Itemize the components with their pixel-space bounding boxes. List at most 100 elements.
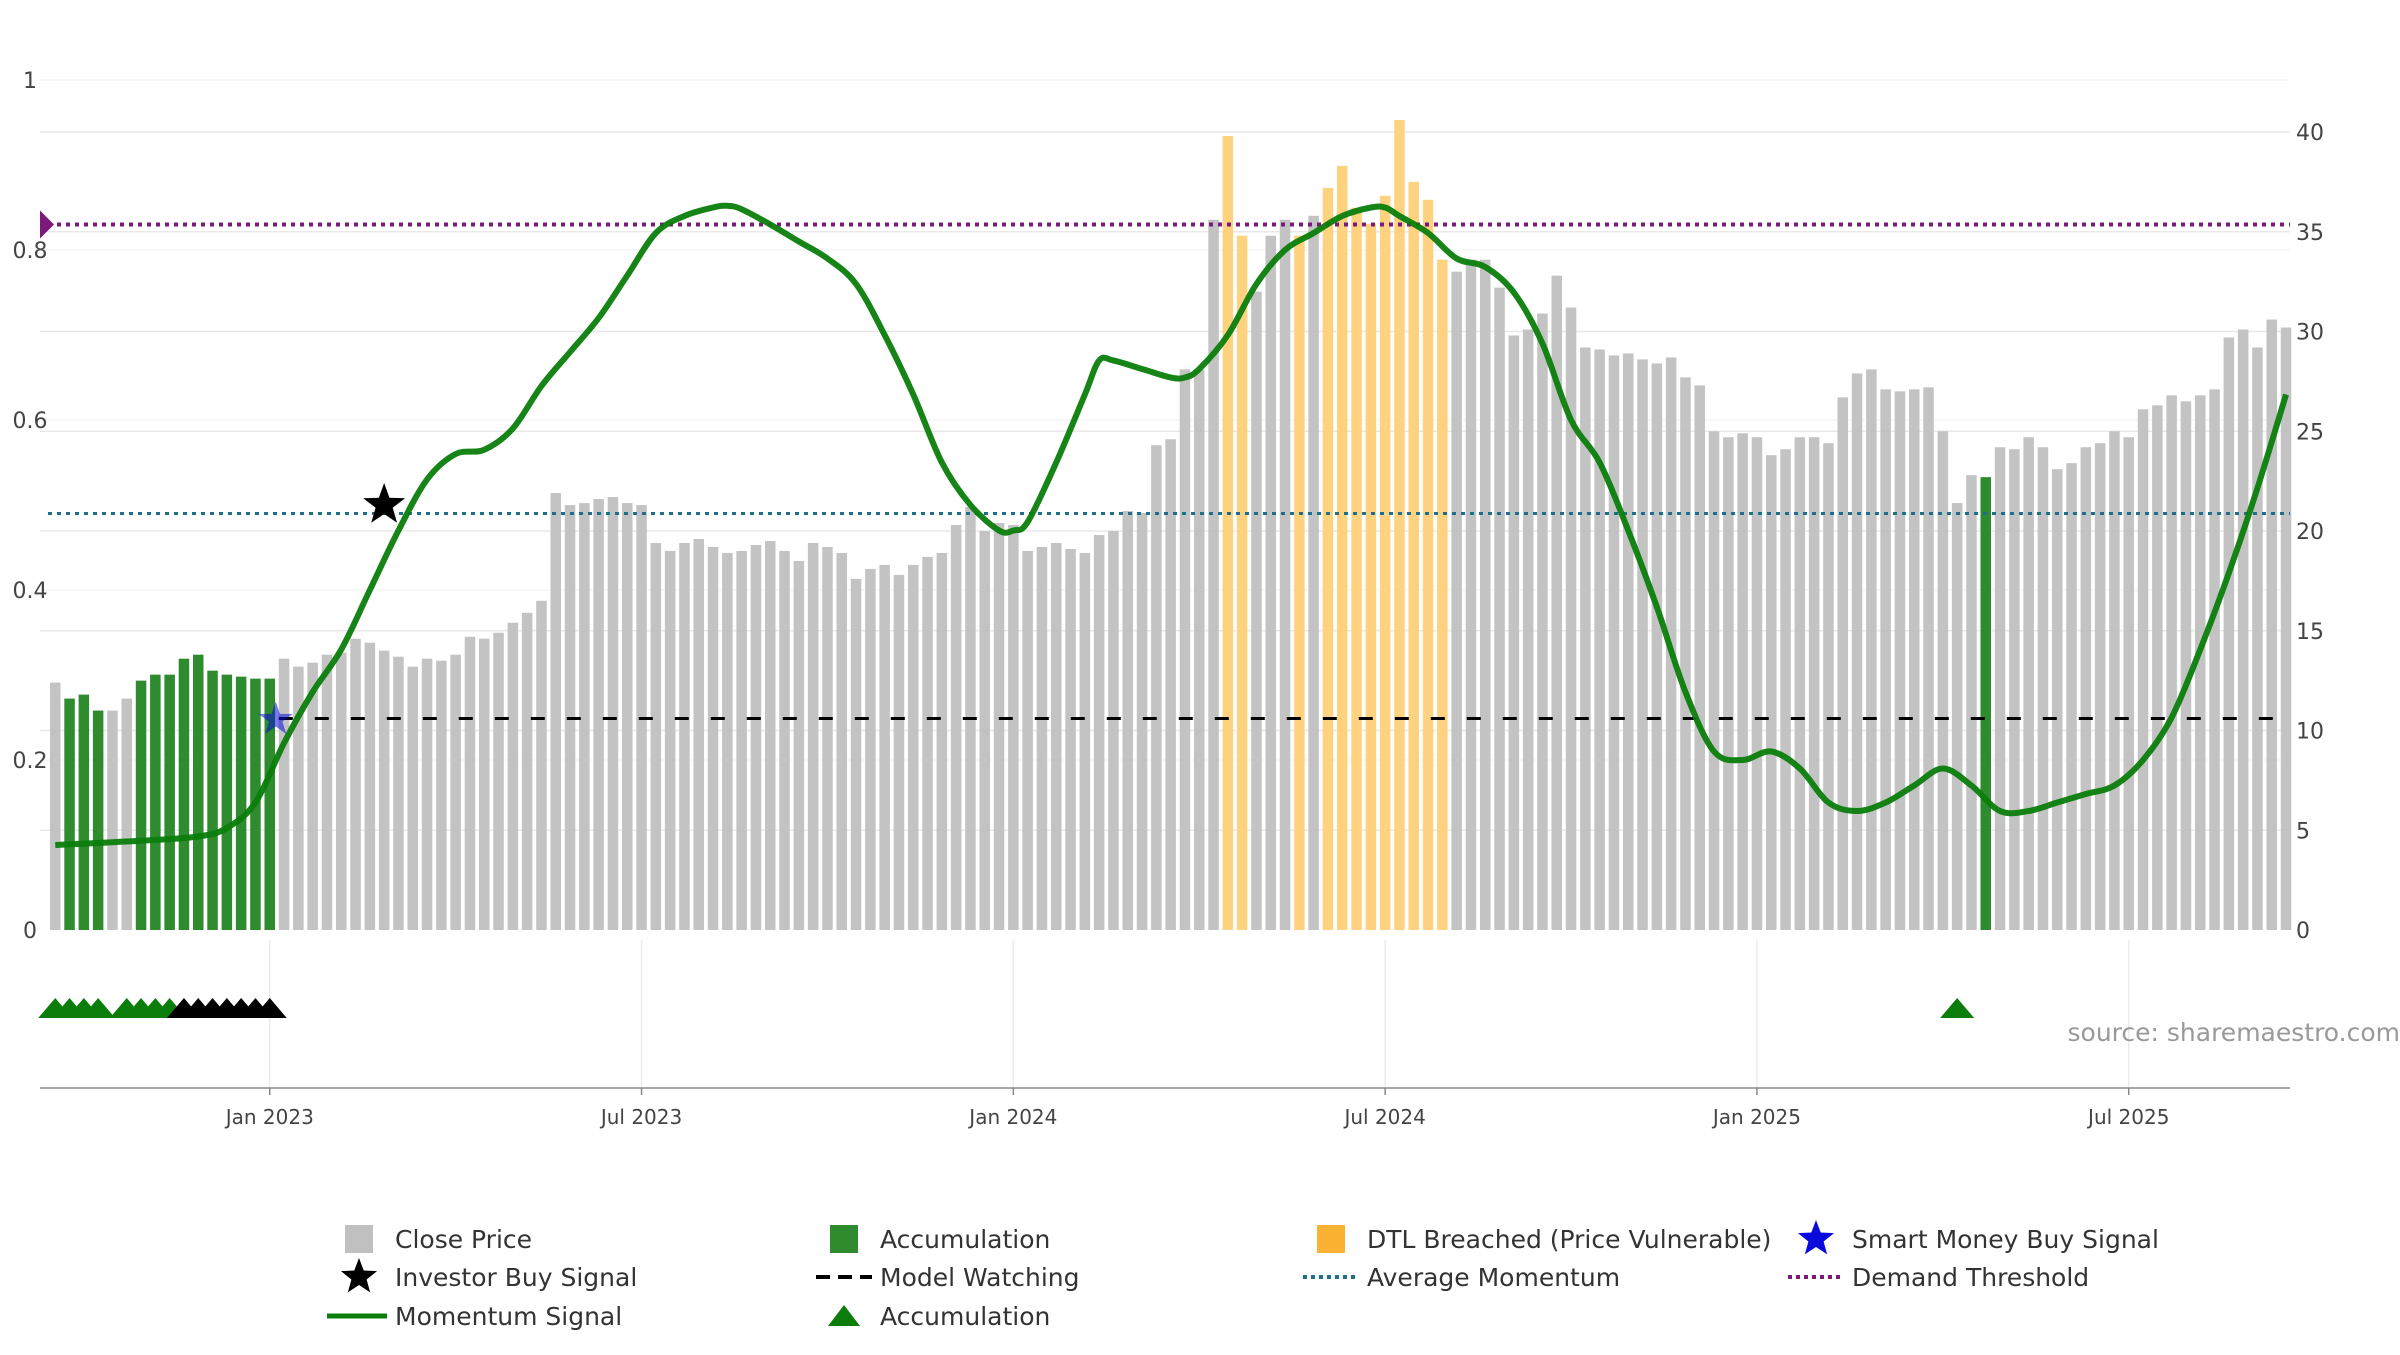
left-axis-tick-label: 1 bbox=[23, 69, 37, 94]
close-price-bar bbox=[1094, 535, 1105, 930]
accumulation-triangle bbox=[1940, 998, 1974, 1018]
close-price-bar bbox=[1494, 288, 1505, 930]
close-price-bar bbox=[1266, 236, 1277, 930]
dtl-breached-bar bbox=[1409, 182, 1420, 930]
accumulation-bar bbox=[93, 711, 104, 930]
accumulation-bar bbox=[136, 681, 147, 930]
close-price-bar bbox=[2252, 347, 2263, 930]
close-price-bar bbox=[2038, 447, 2049, 930]
close-price-bar bbox=[1723, 437, 1734, 930]
x-axis-tick-label: Jul 2023 bbox=[599, 1105, 682, 1129]
dtl-breached-bar bbox=[1423, 200, 1434, 930]
close-price-bar bbox=[450, 655, 461, 930]
close-price-bar bbox=[2166, 395, 2177, 930]
close-price-bar bbox=[1008, 525, 1019, 930]
close-price-bar bbox=[2281, 328, 2292, 930]
close-price-bar bbox=[1051, 543, 1062, 930]
close-price-bar bbox=[765, 541, 776, 930]
legend-item-accum_bar: Accumulation bbox=[830, 1225, 1050, 1254]
close-price-bar bbox=[922, 557, 933, 930]
close-price-bar bbox=[1194, 369, 1205, 930]
close-price-bar bbox=[2181, 401, 2192, 930]
accumulation-bar bbox=[179, 659, 190, 930]
accumulation-bar bbox=[236, 677, 247, 930]
close-price-bar bbox=[1566, 308, 1577, 930]
close-price-bar bbox=[2009, 449, 2020, 930]
close-price-bar bbox=[1308, 216, 1319, 930]
close-price-bar bbox=[622, 503, 633, 930]
accumulation-bar bbox=[193, 655, 204, 930]
dtl-breached-bar bbox=[1323, 188, 1334, 930]
legend-label: Investor Buy Signal bbox=[395, 1263, 637, 1292]
close-price-bar bbox=[779, 551, 790, 930]
close-price-bar bbox=[822, 547, 833, 930]
accumulation-bar bbox=[222, 675, 233, 930]
close-price-bar bbox=[322, 655, 333, 930]
close-price-bar bbox=[493, 633, 504, 930]
close-price-bar bbox=[1852, 373, 1863, 930]
x-axis-tick-label: Jul 2024 bbox=[1342, 1105, 1425, 1129]
close-price-bar bbox=[579, 503, 590, 930]
legend-label: Close Price bbox=[395, 1225, 532, 1254]
close-price-bar bbox=[1280, 220, 1291, 930]
dtl-breached-bar bbox=[1380, 196, 1391, 930]
close-price-bar bbox=[479, 639, 490, 930]
close-price-bar bbox=[1108, 531, 1119, 930]
close-price-bar bbox=[1895, 391, 1906, 930]
close-price-bar bbox=[2209, 389, 2220, 930]
left-axis-tick-label: 0.2 bbox=[13, 749, 48, 774]
close-price-bar bbox=[393, 657, 404, 930]
close-price-bar bbox=[593, 499, 604, 930]
legend-item-close: Close Price bbox=[345, 1225, 532, 1254]
legend-item-momentum: Momentum Signal bbox=[327, 1302, 622, 1331]
close-price-bar bbox=[1594, 349, 1605, 930]
close-price-bar bbox=[694, 539, 705, 930]
close-price-bar bbox=[508, 623, 518, 930]
close-price-bar bbox=[1609, 355, 1620, 930]
close-price-bar bbox=[1966, 475, 1977, 930]
close-price-bar bbox=[279, 659, 290, 930]
legend-item-avg: Average Momentum bbox=[1303, 1263, 1620, 1292]
close-price-bar bbox=[1065, 549, 1076, 930]
close-price-bar bbox=[608, 497, 619, 930]
left-axis-tick-label: 0.4 bbox=[13, 579, 48, 604]
legend-triangle-accumulation bbox=[828, 1305, 860, 1326]
close-price-bar bbox=[408, 667, 419, 930]
dtl-breached-bar bbox=[1437, 260, 1448, 930]
close-price-bar bbox=[1880, 389, 1891, 930]
x-axis-tick-label: Jan 2024 bbox=[967, 1105, 1057, 1129]
close-price-bar bbox=[336, 653, 347, 930]
close-price-bar bbox=[379, 651, 390, 930]
close-price-bar bbox=[1123, 511, 1134, 930]
close-price-bar bbox=[1752, 437, 1763, 930]
x-axis-tick-label: Jan 2023 bbox=[224, 1105, 314, 1129]
close-price-bar bbox=[837, 553, 848, 930]
close-price-bar bbox=[365, 643, 376, 930]
close-price-bar bbox=[1451, 272, 1462, 930]
close-price-bar bbox=[122, 699, 133, 930]
accumulation-bar bbox=[207, 671, 218, 930]
close-price-bar bbox=[2267, 320, 2278, 930]
close-price-bar bbox=[350, 639, 361, 930]
close-price-bar bbox=[1509, 335, 1520, 930]
close-price-bar bbox=[937, 553, 948, 930]
close-price-bar bbox=[1809, 437, 1820, 930]
close-price-bar bbox=[851, 579, 862, 930]
legend-label: Momentum Signal bbox=[395, 1302, 622, 1331]
investor-buy-signal-marker bbox=[363, 483, 405, 523]
close-price-bar bbox=[1737, 433, 1748, 930]
right-axis-tick-label: 25 bbox=[2296, 420, 2324, 445]
left-axis-tick-label: 0 bbox=[23, 919, 37, 944]
close-price-bar bbox=[2138, 409, 2149, 930]
accumulation-bar bbox=[164, 675, 175, 930]
right-axis-tick-label: 35 bbox=[2296, 221, 2324, 246]
right-axis-tick-label: 0 bbox=[2296, 919, 2310, 944]
close-price-bar bbox=[2152, 405, 2163, 930]
legend-label: DTL Breached (Price Vulnerable) bbox=[1367, 1225, 1771, 1254]
close-price-bar bbox=[1866, 369, 1877, 930]
close-price-bar bbox=[665, 551, 676, 930]
close-price-bar bbox=[1709, 431, 1720, 930]
left-axis-tick-label: 0.6 bbox=[13, 409, 48, 434]
close-price-bar bbox=[1780, 449, 1791, 930]
